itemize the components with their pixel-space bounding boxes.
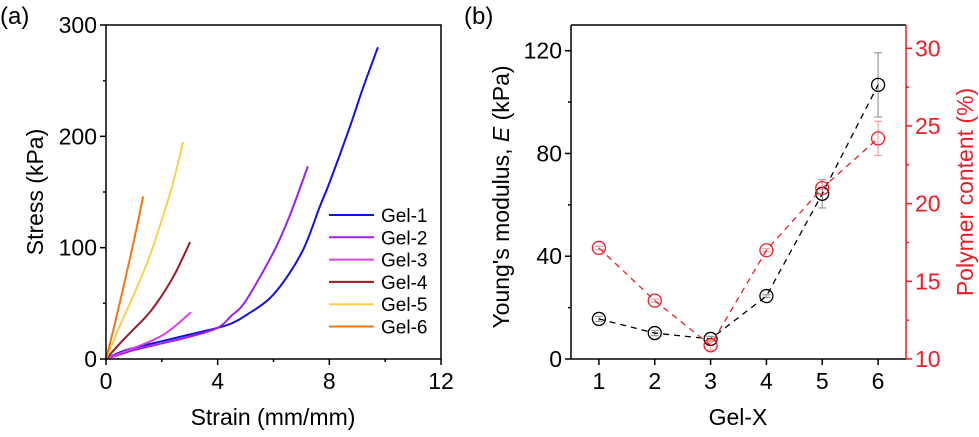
legend-label-gel-5: Gel-5 bbox=[381, 295, 427, 316]
modulus-marker bbox=[591, 311, 607, 327]
series-line-gel-4 bbox=[105, 241, 191, 360]
y-tick-label: 300 bbox=[59, 12, 97, 38]
y2-tick-label: 25 bbox=[915, 113, 941, 139]
series-line-gel-1 bbox=[105, 46, 379, 360]
series-line-gel-3 bbox=[105, 311, 192, 360]
panel-b-ticks: 1 2 3 4 5 6 0 40 80 120 10 15 20 25 30 bbox=[524, 35, 941, 394]
x-tick-label: 0 bbox=[100, 368, 113, 394]
x-tick-label: 12 bbox=[428, 368, 454, 394]
panel-b-x-axis-label: Gel-X bbox=[709, 404, 768, 430]
panel-b-plot-area bbox=[591, 52, 886, 353]
y-tick-label: 40 bbox=[536, 243, 562, 269]
x-tick-label: 2 bbox=[648, 368, 661, 394]
panel-b-label: (b) bbox=[464, 3, 493, 30]
modulus-marker bbox=[759, 288, 774, 304]
legend-label-gel-3: Gel-3 bbox=[381, 251, 427, 272]
panel-a-plot-area bbox=[105, 46, 379, 360]
y-tick-label: 80 bbox=[536, 140, 562, 166]
series-line-gel-6 bbox=[105, 196, 145, 360]
series-line-gel-2 bbox=[105, 166, 309, 360]
x-tick-label: 5 bbox=[816, 368, 829, 394]
modulus-marker bbox=[647, 325, 662, 341]
y2-tick-label: 30 bbox=[915, 35, 941, 61]
modulus-dashed-line bbox=[598, 84, 879, 340]
panel-b-modulus-polymer: (b) 1 2 3 4 5 6 0 40 80 120 10 15 20 25 30 Gel-X Young… bbox=[464, 3, 978, 430]
y2-tick-label: 10 bbox=[915, 346, 941, 372]
panel-a-ticks: 0 4 8 12 0 100 200 300 bbox=[59, 12, 454, 394]
y-label-italic: E bbox=[488, 126, 514, 142]
polymer-marker bbox=[870, 131, 886, 146]
y-tick-label: 0 bbox=[84, 346, 97, 372]
polymer-marker bbox=[647, 293, 662, 308]
panel-a-x-axis-label: Strain (mm/mm) bbox=[191, 404, 356, 430]
legend-label-gel-4: Gel-4 bbox=[381, 273, 428, 294]
modulus-marker bbox=[870, 77, 886, 93]
panel-b-y2-axis-label: Polymer content (%) bbox=[952, 88, 978, 296]
x-tick-label: 6 bbox=[872, 368, 885, 394]
polymer-dashed-line bbox=[598, 137, 879, 347]
legend-label-gel-1: Gel-1 bbox=[381, 206, 427, 227]
panel-b-y-axis-label: Young's modulus, E (kPa) bbox=[488, 65, 514, 328]
y2-tick-label: 15 bbox=[915, 268, 941, 294]
x-tick-label: 3 bbox=[704, 368, 717, 394]
panel-a-label: (a) bbox=[0, 3, 29, 30]
y-tick-label: 200 bbox=[59, 123, 97, 149]
y-tick-label: 120 bbox=[524, 38, 562, 64]
series-line-gel-5 bbox=[105, 141, 185, 360]
x-tick-label: 4 bbox=[760, 368, 773, 394]
x-tick-label: 8 bbox=[323, 368, 336, 394]
y-label-post: (kPa) bbox=[488, 65, 514, 126]
polymer-marker bbox=[703, 338, 718, 353]
polymer-marker bbox=[815, 180, 830, 196]
panel-a-stress-strain: (a) 0 4 8 12 0 100 200 300 Strain (mm/mm) Stres… bbox=[0, 3, 454, 430]
y2-tick-label: 20 bbox=[915, 191, 941, 217]
legend-label-gel-2: Gel-2 bbox=[381, 228, 427, 249]
panel-a-y-axis-label: Stress (kPa) bbox=[22, 129, 48, 256]
x-tick-label: 4 bbox=[211, 368, 224, 394]
polymer-marker bbox=[591, 240, 607, 256]
y-tick-label: 100 bbox=[59, 235, 97, 261]
y-tick-label: 0 bbox=[549, 346, 562, 372]
legend-label-gel-6: Gel-6 bbox=[381, 318, 427, 339]
polymer-marker bbox=[759, 243, 774, 258]
y-label-pre: Young's modulus, bbox=[488, 142, 514, 328]
x-tick-label: 1 bbox=[593, 368, 606, 394]
